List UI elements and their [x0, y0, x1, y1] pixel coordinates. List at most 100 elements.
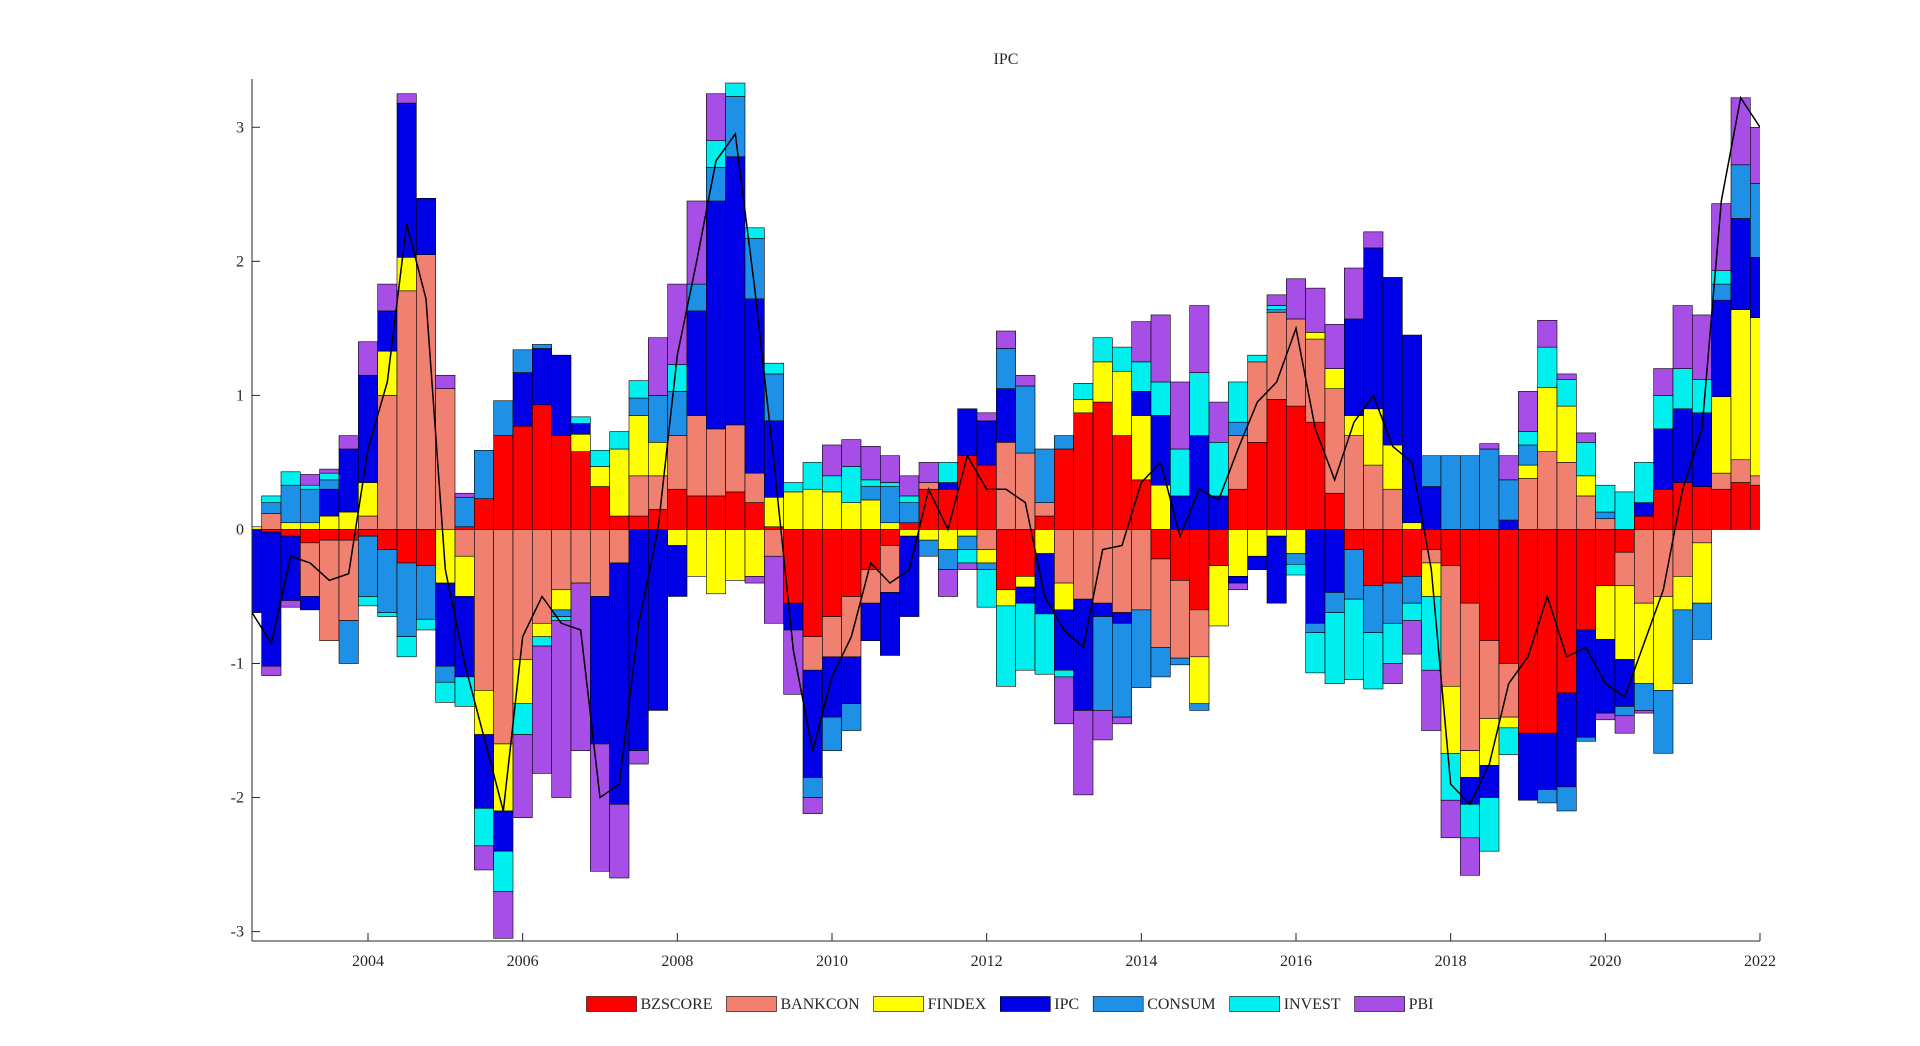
bar-segment	[377, 549, 398, 613]
bar-segment	[1324, 529, 1345, 593]
bar-segment	[725, 96, 746, 158]
bar-segment	[1498, 716, 1519, 729]
bar-segment	[783, 529, 804, 604]
bar-segment	[1305, 332, 1326, 340]
bar-segment	[1518, 444, 1538, 466]
bar-segment	[590, 596, 610, 745]
bar-segment	[1402, 334, 1422, 524]
bar-segment	[1305, 622, 1326, 633]
bar-segment	[1382, 663, 1403, 684]
bar-segment	[1208, 529, 1229, 566]
bar-segment	[590, 466, 610, 487]
y-tick-label: 0	[236, 521, 244, 538]
legend: BZSCORE BANKCON FINDEX IPC CONSUM INVEST PBI	[586, 996, 1434, 1013]
bar-segment	[1711, 472, 1732, 490]
bar-segment	[996, 529, 1016, 591]
bar-segment	[1537, 529, 1558, 734]
bar-segment	[300, 596, 320, 611]
bar-segment	[319, 529, 340, 541]
bar-segment	[1363, 585, 1384, 633]
bar-segment	[280, 471, 301, 486]
bar-segment	[280, 535, 301, 601]
bar-segment	[1131, 361, 1152, 392]
bar-segment	[1034, 515, 1055, 530]
bar-segment	[1305, 287, 1326, 333]
bar-segment	[880, 529, 900, 546]
bar-segment	[1595, 511, 1616, 520]
bar-segment	[802, 777, 823, 798]
bar-segment	[1653, 488, 1674, 530]
bar-segment	[1073, 383, 1094, 400]
bar-segment	[1614, 585, 1635, 660]
bar-segment	[1034, 529, 1055, 554]
legend-item: INVEST	[1229, 996, 1341, 1013]
bar-segment	[493, 529, 514, 745]
legend-label: CONSUM	[1147, 996, 1215, 1013]
bar-segment	[957, 535, 978, 550]
bar-segment	[590, 450, 610, 467]
bar-segment	[744, 529, 765, 577]
bar-segment	[1150, 415, 1171, 486]
bar-segment	[1228, 488, 1248, 530]
bar-segment	[1518, 431, 1538, 446]
bar-segment	[300, 484, 320, 490]
bar-segment	[609, 431, 630, 450]
bar-segment	[280, 484, 301, 524]
bar-segment	[1092, 337, 1113, 363]
bar-segment	[706, 200, 726, 430]
bar-segment	[1208, 565, 1229, 627]
bar-segment	[1576, 432, 1596, 443]
bar-segment	[783, 482, 804, 493]
bar-segment	[1344, 549, 1364, 600]
bar-segment	[648, 395, 668, 443]
bar-segment	[1750, 183, 1760, 258]
bar-segment	[938, 529, 958, 550]
bar-segment	[822, 716, 842, 751]
bar-segment	[725, 156, 746, 426]
bar-segment	[1402, 602, 1422, 621]
bar-segment	[1440, 565, 1461, 687]
bar-segment	[570, 529, 591, 584]
bar-segment	[667, 488, 688, 530]
bar-segment	[551, 354, 572, 436]
bar-segment	[1576, 475, 1596, 497]
bar-segment	[802, 488, 823, 530]
bar-segment	[1054, 529, 1074, 584]
bar-segment	[1131, 391, 1152, 416]
bar-segment	[261, 513, 282, 530]
plot-area	[252, 82, 1760, 939]
bar-segment	[570, 423, 591, 435]
bar-segment	[1054, 676, 1074, 725]
bar-segment	[551, 435, 572, 530]
bar-segment	[938, 482, 958, 490]
bar-segment	[1421, 669, 1442, 731]
bar-segment	[1440, 799, 1461, 839]
legend-label: INVEST	[1284, 996, 1341, 1013]
bar-segment	[1556, 529, 1577, 694]
bar-segment	[1286, 553, 1306, 565]
bar-segment	[338, 448, 359, 513]
bar-segment	[319, 468, 340, 474]
bar-segment	[1382, 488, 1403, 530]
legend-label: BZSCORE	[641, 996, 713, 1013]
bar-segment	[435, 374, 456, 389]
bar-segment	[822, 529, 842, 617]
bar-segment	[860, 486, 881, 501]
bar-segment	[1150, 314, 1171, 383]
legend-swatch	[873, 996, 924, 1012]
bar-segment	[1537, 732, 1558, 790]
bar-segment	[416, 565, 436, 620]
bar-segment	[1692, 542, 1712, 604]
bar-segment	[880, 486, 900, 524]
bar-segment	[1363, 247, 1384, 410]
bar-segment	[532, 344, 552, 349]
bar-segment	[532, 645, 552, 774]
bar-segment	[358, 482, 378, 517]
legend-swatch	[999, 996, 1051, 1012]
bar-segment	[1556, 378, 1577, 407]
bar-segment	[261, 665, 282, 676]
bar-segment	[706, 495, 726, 530]
bar-segment	[1672, 368, 1693, 410]
bar-segment	[1266, 311, 1287, 400]
bar-segment	[744, 298, 765, 474]
